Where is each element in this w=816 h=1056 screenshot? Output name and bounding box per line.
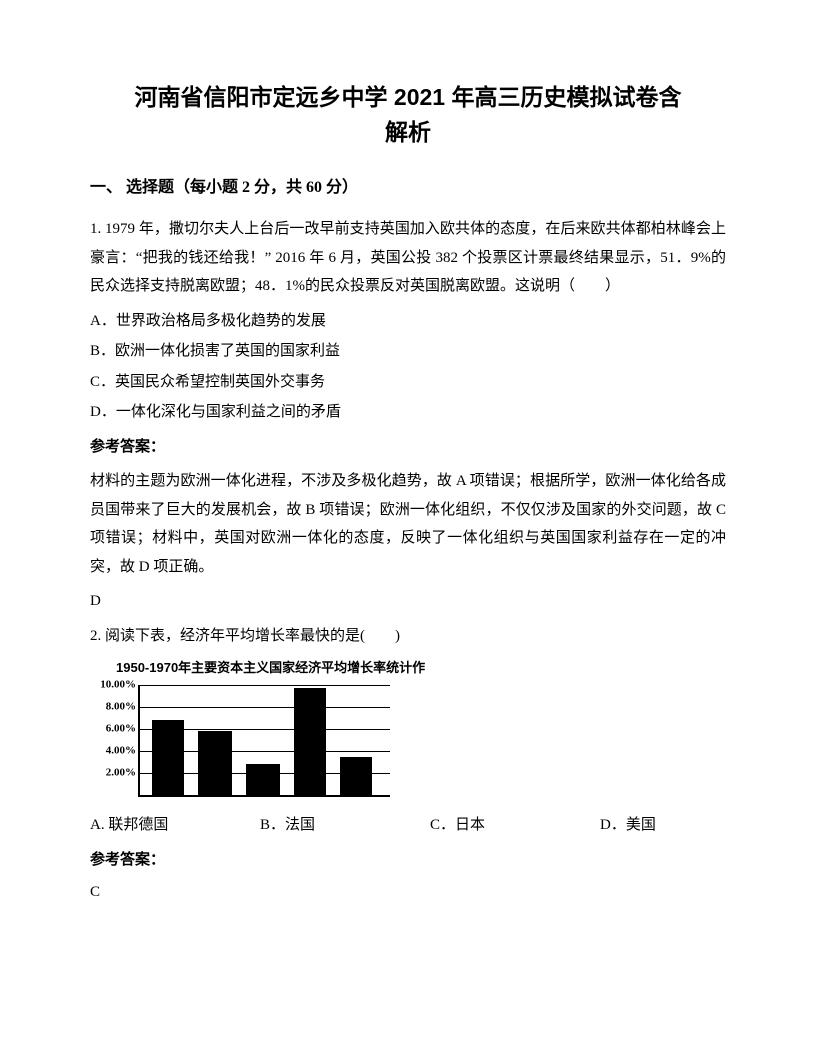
chart-bar bbox=[340, 757, 372, 796]
title-line-2: 解析 bbox=[90, 115, 726, 150]
q2-answer: C bbox=[90, 878, 726, 907]
gridline bbox=[140, 707, 390, 708]
chart-bar bbox=[198, 731, 232, 795]
q2-option-c: C．日本 bbox=[430, 811, 600, 840]
q1-stem: 1. 1979 年，撒切尔夫人上台后一改早前支持英国加入欧共体的态度，在后来欧共… bbox=[90, 215, 726, 301]
q2-chart-area: 2.00%4.00%6.00%8.00%10.00% bbox=[90, 685, 390, 805]
q2-option-a: A. 联邦德国 bbox=[90, 811, 260, 840]
chart-bar bbox=[294, 688, 326, 795]
chart-bar bbox=[152, 720, 184, 795]
chart-bar bbox=[246, 764, 280, 795]
q1-option-a: A．世界政治格局多极化趋势的发展 bbox=[90, 307, 726, 336]
q1-option-c: C．英国民众希望控制英国外交事务 bbox=[90, 368, 726, 397]
q1-option-d: D．一体化深化与国家利益之间的矛盾 bbox=[90, 398, 726, 427]
section-header: 一、 选择题（每小题 2 分，共 60 分） bbox=[90, 173, 726, 203]
y-axis-label: 2.00% bbox=[106, 768, 136, 779]
q2-stem: 2. 阅读下表，经济年平均增长率最快的是( ) bbox=[90, 622, 726, 651]
q2-option-d: D．美国 bbox=[600, 811, 656, 840]
title-line-1: 河南省信阳市定远乡中学 2021 年高三历史模拟试卷含 bbox=[90, 80, 726, 115]
y-axis-label: 4.00% bbox=[106, 746, 136, 757]
q1-explanation: 材料的主题为欧洲一体化进程，不涉及多极化趋势，故 A 项错误；根据所学，欧洲一体… bbox=[90, 467, 726, 581]
y-axis-label: 6.00% bbox=[106, 724, 136, 735]
q2-options: A. 联邦德国 B．法国 C．日本 D．美国 bbox=[90, 811, 726, 840]
y-axis-label: 8.00% bbox=[106, 702, 136, 713]
page-title: 河南省信阳市定远乡中学 2021 年高三历史模拟试卷含 解析 bbox=[90, 80, 726, 149]
q2-option-b: B．法国 bbox=[260, 811, 430, 840]
q2-chart-y-axis: 2.00%4.00%6.00%8.00%10.00% bbox=[90, 685, 138, 795]
q1-answer-label: 参考答案： bbox=[90, 433, 726, 462]
q1-answer: D bbox=[90, 587, 726, 616]
q1-options: A．世界政治格局多极化趋势的发展 B．欧洲一体化损害了英国的国家利益 C．英国民… bbox=[90, 307, 726, 427]
q2-answer-label: 参考答案： bbox=[90, 846, 726, 875]
q2-chart-plot bbox=[138, 685, 390, 797]
q1-option-b: B．欧洲一体化损害了英国的国家利益 bbox=[90, 337, 726, 366]
q2-chart-title: 1950-1970年主要资本主义国家经济平均增长率统计作 bbox=[116, 656, 726, 681]
gridline bbox=[140, 685, 390, 686]
y-axis-label: 10.00% bbox=[100, 680, 136, 691]
q2-chart: 1950-1970年主要资本主义国家经济平均增长率统计作 2.00% 4.00% 6… bbox=[90, 656, 726, 805]
